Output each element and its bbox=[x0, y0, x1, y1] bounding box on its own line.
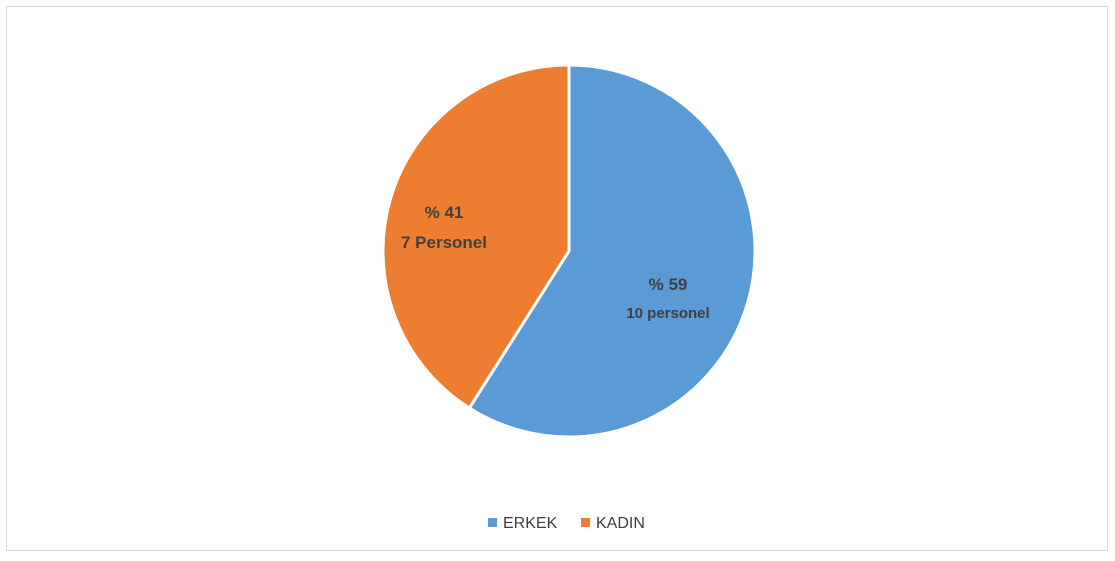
legend-label-kadin: KADIN bbox=[596, 515, 645, 532]
data-labels: % 59 10 personel % 41 7 Personel bbox=[401, 203, 710, 322]
data-label-count-erkek: 10 personel bbox=[626, 305, 709, 322]
data-label-percent-erkek: % 59 bbox=[649, 275, 688, 294]
data-label-percent-kadin: % 41 bbox=[425, 203, 464, 222]
legend-swatch-erkek bbox=[488, 518, 497, 527]
legend: ERKEK KADIN bbox=[488, 515, 645, 532]
pie-slices bbox=[381, 63, 757, 439]
pie-slice-kadin bbox=[381, 63, 571, 410]
legend-label-erkek: ERKEK bbox=[503, 515, 558, 532]
pie-slice-erkek bbox=[467, 63, 757, 439]
legend-swatch-kadin bbox=[581, 518, 590, 527]
data-label-count-kadin: 7 Personel bbox=[401, 233, 487, 252]
